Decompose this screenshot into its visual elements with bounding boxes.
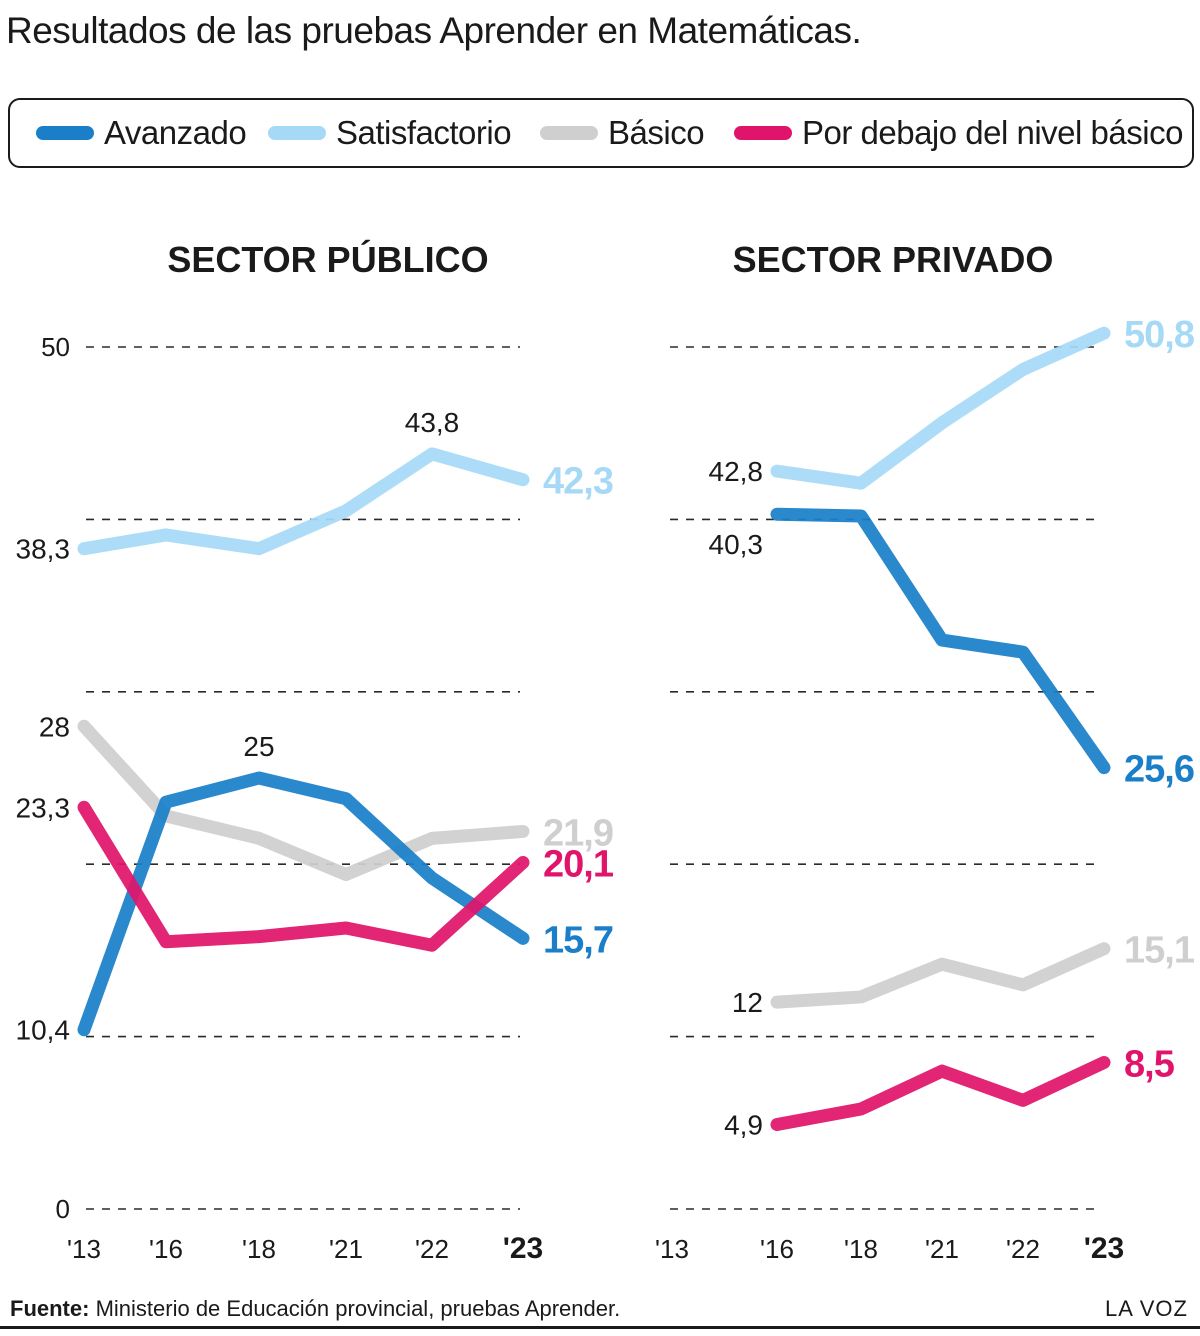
x-tick-label-publico: '21 xyxy=(329,1234,363,1264)
legend-label-basico: Básico xyxy=(608,114,705,151)
series-line-satisfactorio-publico xyxy=(77,447,530,556)
end-value-label-satisfactorio-privado: 50,8 xyxy=(1124,314,1194,356)
x-tick-label-privado: '23 xyxy=(1084,1232,1125,1265)
legend-item-avanzado: Avanzado xyxy=(36,100,247,166)
x-tick-label-privado: '21 xyxy=(925,1234,959,1264)
start-value-label-basico-publico: 28 xyxy=(39,711,70,742)
legend-label-avanzado: Avanzado xyxy=(104,114,247,151)
legend-item-por-debajo: Por debajo del nivel básico xyxy=(734,100,1183,166)
series-line-por-publico xyxy=(77,800,530,952)
end-value-label-por-publico: 20,1 xyxy=(543,843,614,885)
y-tick-label-publico: 0 xyxy=(56,1194,70,1224)
series-line-avanzado-publico xyxy=(77,771,530,1037)
x-tick-label-publico: '23 xyxy=(503,1232,544,1265)
brand-logo: LA VOZ xyxy=(1104,1296,1188,1321)
end-value-label-avanzado-privado: 25,6 xyxy=(1124,749,1194,791)
legend-label-por-debajo: Por debajo del nivel básico xyxy=(802,114,1183,151)
x-tick-label-privado: '22 xyxy=(1006,1234,1040,1264)
source-note: Fuente: Ministerio de Educación provinci… xyxy=(10,1296,620,1322)
source-label: Fuente: xyxy=(10,1296,90,1321)
x-tick-label-publico: '18 xyxy=(242,1234,276,1264)
x-tick-label-privado: '13 xyxy=(655,1234,689,1264)
series-line-basico-privado xyxy=(770,942,1111,1009)
legend-item-basico: Básico xyxy=(540,100,705,166)
legend-swatch-avanzado xyxy=(36,126,94,140)
start-value-label-satisfactorio-privado: 42,8 xyxy=(709,456,764,487)
end-value-label-basico-publico: 21,9 xyxy=(543,812,613,854)
source-text: Ministerio de Educación provincial, prue… xyxy=(95,1296,621,1321)
legend-swatch-por-debajo xyxy=(734,126,792,140)
start-value-label-avanzado-publico: 10,4 xyxy=(16,1015,71,1046)
peak-value-label-avanzado-publico: 25 xyxy=(243,731,274,762)
start-value-label-satisfactorio-publico: 38,3 xyxy=(16,534,71,565)
y-tick-label-publico: 50 xyxy=(41,332,70,362)
series-line-satisfactorio-privado xyxy=(770,326,1111,490)
start-value-label-avanzado-privado: 40,3 xyxy=(709,529,764,560)
x-tick-label-privado: '18 xyxy=(844,1234,878,1264)
panel-title-publico: SECTOR PÚBLICO xyxy=(167,238,488,280)
x-tick-label-publico: '22 xyxy=(415,1234,449,1264)
start-value-label-por-privado: 4,9 xyxy=(724,1110,763,1141)
chart-title: Resultados de las pruebas Aprender en Ma… xyxy=(6,10,862,51)
start-value-label-basico-privado: 12 xyxy=(732,987,763,1018)
series-line-basico-publico xyxy=(77,719,530,882)
x-tick-label-publico: '13 xyxy=(67,1234,101,1264)
legend-swatch-satisfactorio xyxy=(268,126,326,140)
end-value-label-por-privado: 8,5 xyxy=(1124,1043,1175,1085)
legend-item-satisfactorio: Satisfactorio xyxy=(268,100,512,166)
end-value-label-avanzado-publico: 15,7 xyxy=(543,919,613,961)
bottom-rule xyxy=(0,1326,1200,1329)
end-value-label-basico-privado: 15,1 xyxy=(1124,930,1195,972)
x-tick-label-publico: '16 xyxy=(149,1234,183,1264)
series-line-avanzado-privado xyxy=(770,507,1111,775)
line-charts: SECTOR PÚBLICO 50 0 '13 '16 '18 '21 '22 '23 38,3 4… xyxy=(16,238,1196,1265)
series-line-por-privado xyxy=(770,1055,1111,1132)
panel-title-privado: SECTOR PRIVADO xyxy=(733,239,1054,280)
start-value-label-por-publico: 23,3 xyxy=(16,792,71,823)
peak-value-label-satisfactorio-publico: 43,8 xyxy=(405,407,460,438)
x-tick-label-privado: '16 xyxy=(760,1234,794,1264)
end-value-label-satisfactorio-publico: 42,3 xyxy=(543,461,613,503)
legend-label-satisfactorio: Satisfactorio xyxy=(336,114,512,151)
legend-swatch-basico xyxy=(540,126,598,140)
legend: Avanzado Satisfactorio Básico Por debajo… xyxy=(8,98,1194,168)
